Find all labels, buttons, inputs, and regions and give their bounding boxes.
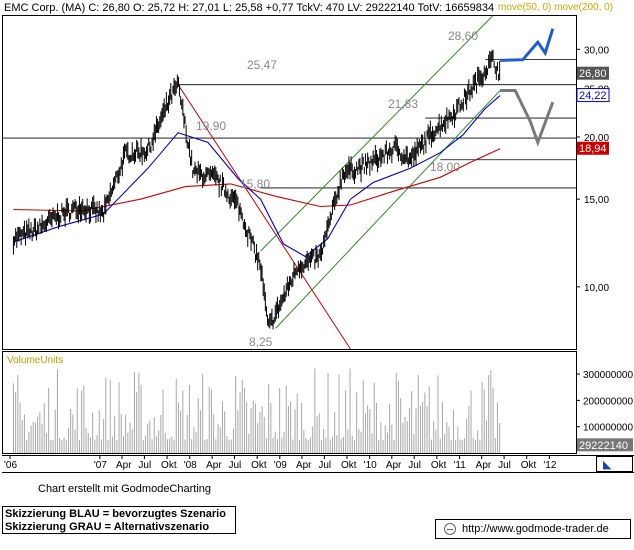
- ohlc-readout: C: 26,80 O: 25,72 H: 27,01 L: 25,58 +0,7…: [88, 2, 495, 14]
- volume-tick-label: 100000000: [583, 423, 633, 434]
- legend-blue: Skizzierung BLAU = bevorzugtes Szenario: [5, 508, 226, 520]
- price-overlays: [3, 15, 576, 350]
- scenario-blue-path: [500, 28, 555, 62]
- x-tick-label: Okt: [341, 460, 357, 471]
- x-tick-label: '08: [184, 460, 197, 471]
- value-badges: 26,80 24,22 18,94 29222140: [576, 66, 633, 452]
- last-value-badge: [576, 88, 610, 103]
- volume-pane-title: VolumeUnits: [7, 355, 63, 366]
- scenario-sketches: [500, 28, 555, 147]
- level-label-19-90: 19,90: [196, 119, 226, 133]
- volume-last-badge-text: 29222140: [579, 440, 628, 452]
- volume-bars: [12, 368, 501, 453]
- x-tick-label: Okt: [521, 460, 537, 471]
- legend-grey: Skizzierung GRAU = Alternativszenario: [5, 521, 210, 533]
- chart-header: EMC Corp. (MA) C: 26,80 O: 25,72 H: 27,0…: [4, 2, 494, 14]
- level-label-8-25: 8,25: [249, 335, 273, 349]
- scroll-arrow-icon[interactable]: ◣: [603, 459, 612, 471]
- last-value-badge-text: 26,80: [579, 68, 607, 80]
- x-tick-label: Apr: [476, 460, 492, 471]
- y-tick-label: 15,00: [584, 195, 609, 206]
- last-value-badge: [577, 141, 609, 155]
- level-label-21-83: 21,83: [388, 97, 418, 111]
- last-value-badge: [577, 66, 609, 80]
- volume-tick-label: 200000000: [583, 396, 633, 407]
- website-url[interactable]: http://www.godmode-trader.de: [462, 523, 609, 535]
- globe-icon: [444, 523, 456, 535]
- website-link[interactable]: http://www.godmode-trader.de: [435, 519, 631, 539]
- ma-legend: move(50, 0) move(200, 0): [498, 2, 614, 13]
- x-tick-label: Jul: [229, 460, 242, 471]
- x-tick-label: Apr: [206, 460, 222, 471]
- scenario-legend: Skizzierung BLAU = bevorzugtes Szenario …: [2, 506, 236, 534]
- downtrend-line: [177, 84, 351, 350]
- level-label-25-47: 25,47: [247, 58, 277, 72]
- price-series: [12, 49, 501, 330]
- volume-last-badge: [577, 438, 633, 452]
- level-label-15-80: 15,80: [240, 177, 270, 191]
- x-tick-label: Jul: [408, 460, 421, 471]
- x-tick-label: Okt: [161, 460, 177, 471]
- scenario-grey-path: [500, 89, 555, 147]
- trend-channel-upper: [260, 15, 493, 252]
- credit-text: Chart erstellt mit GodmodeCharting: [38, 483, 212, 495]
- x-tick-label: '06: [4, 460, 17, 471]
- volume-tick-label: 300000000: [583, 370, 633, 381]
- last-value-badge-text: 24,22: [579, 90, 607, 102]
- symbol-name: EMC Corp. (MA): [4, 2, 86, 14]
- trend-channel-lower: [275, 90, 501, 329]
- last-value-badge-text: 18,94: [579, 143, 607, 155]
- x-tick-label: '11: [454, 460, 467, 471]
- x-tick-label: Apr: [296, 460, 312, 471]
- volume-pane: [2, 351, 577, 454]
- x-tick-label: Apr: [386, 460, 402, 471]
- x-tick-label: Okt: [431, 460, 447, 471]
- x-tick-label: Okt: [251, 460, 267, 471]
- ma200-line: [13, 148, 501, 212]
- x-tick-label: '09: [274, 460, 287, 471]
- x-tick-label: '12: [543, 460, 556, 471]
- x-tick-label: Jul: [138, 460, 151, 471]
- x-tick-label: Jul: [498, 460, 511, 471]
- ma50-line: [13, 95, 501, 258]
- y-tick-label: 30,00: [584, 45, 609, 56]
- x-tick-label: Jul: [318, 460, 331, 471]
- x-tick-label: Apr: [116, 460, 132, 471]
- x-tick-label: '10: [364, 460, 377, 471]
- y-tick-label: 20,00: [584, 133, 609, 144]
- scroll-box[interactable]: [596, 456, 633, 472]
- level-label-18-00: 18,00: [430, 160, 460, 174]
- y-tick-label: 10,00: [584, 283, 609, 294]
- level-label-28-60: 28,60: [448, 29, 478, 43]
- x-tick-label: '07: [94, 460, 107, 471]
